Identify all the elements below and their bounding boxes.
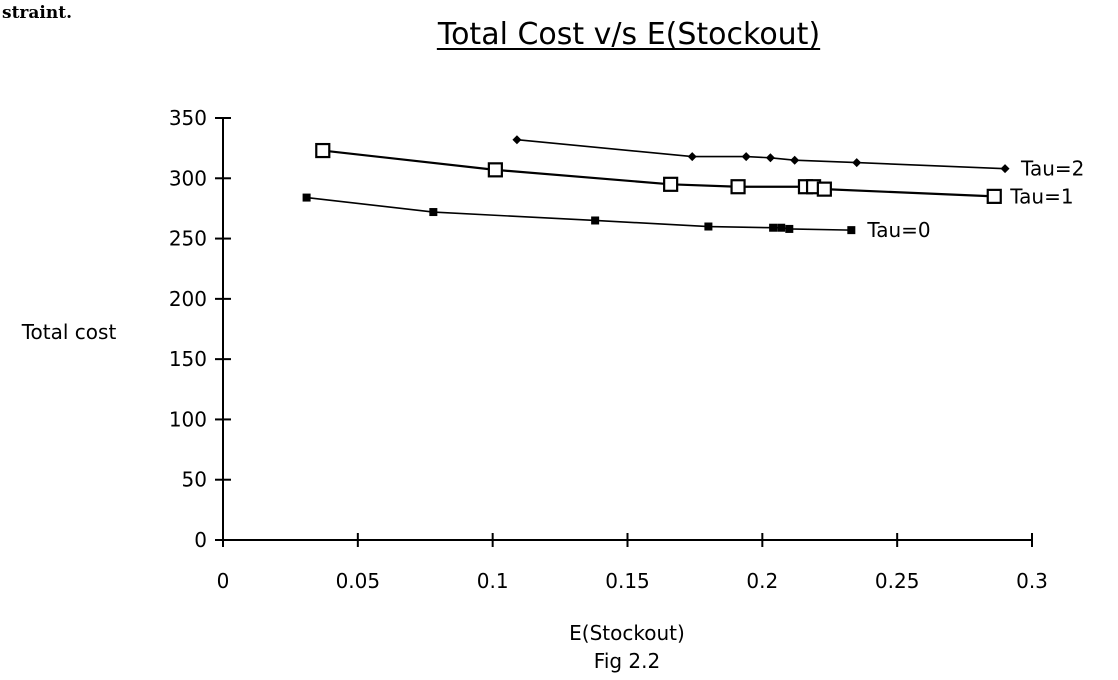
x-tick-label: 0.25 xyxy=(875,569,920,593)
y-tick-label: 0 xyxy=(194,528,207,552)
data-point-tau-2 xyxy=(765,153,775,163)
x-axis-label: E(Stockout) xyxy=(569,621,685,645)
data-point-tau-2 xyxy=(687,152,697,162)
x-tick-label: 0 xyxy=(217,569,230,593)
y-tick-label: 50 xyxy=(182,468,207,492)
series-label-tau-1: Tau=1 xyxy=(1009,184,1073,208)
x-tick-label: 0.15 xyxy=(605,569,650,593)
data-point-tau-2 xyxy=(741,152,751,162)
y-tick-label: 250 xyxy=(169,227,207,251)
data-point-tau-0 xyxy=(785,224,794,233)
chart-title: Total Cost v/s E(Stockout) xyxy=(437,17,820,52)
y-tick-label: 100 xyxy=(169,407,207,431)
series-line-tau-2 xyxy=(516,138,1006,170)
series-label-tau-0: Tau=0 xyxy=(866,218,930,242)
data-point-tau-0 xyxy=(847,226,856,235)
data-point-tau-0 xyxy=(591,216,600,225)
data-point-tau-1 xyxy=(315,142,331,159)
data-point-tau-0 xyxy=(777,223,786,232)
x-tick-label: 0.3 xyxy=(1016,569,1048,593)
data-point-tau-2 xyxy=(1000,164,1010,174)
data-point-tau-0 xyxy=(302,193,311,202)
data-point-tau-0 xyxy=(769,223,778,232)
y-tick-label: 350 xyxy=(169,106,207,130)
series-line-tau-1 xyxy=(322,149,995,198)
page-fragment-text: straint. xyxy=(2,3,72,23)
x-tick-label: 0.05 xyxy=(336,569,381,593)
x-tick-label: 0.1 xyxy=(477,569,509,593)
data-point-tau-2 xyxy=(790,155,800,165)
chart-axes: 0 0.05 0.1 0.15 0.2 0.25 0.3 0 50 100 150 200 250 300… xyxy=(169,106,1048,593)
chart-plot-area: Tau=2 Tau=1 Tau=0 xyxy=(302,135,1084,242)
y-axis-label: Total cost xyxy=(21,320,117,344)
series-label-tau-2: Tau=2 xyxy=(1020,157,1084,181)
data-point-tau-1 xyxy=(986,188,1002,204)
y-tick-label: 200 xyxy=(169,287,207,311)
figure-caption: Fig 2.2 xyxy=(594,649,660,673)
data-point-tau-0 xyxy=(704,222,713,231)
data-point-tau-2 xyxy=(852,158,862,168)
y-tick-label: 150 xyxy=(169,347,207,371)
x-tick-label: 0.2 xyxy=(746,569,778,593)
data-point-tau-1 xyxy=(816,181,832,197)
data-point-tau-1 xyxy=(730,179,746,195)
data-point-tau-0 xyxy=(429,208,438,217)
data-point-tau-1 xyxy=(663,176,679,192)
data-point-tau-1 xyxy=(487,162,503,178)
y-tick-label: 300 xyxy=(169,166,207,190)
data-point-tau-2 xyxy=(512,135,522,145)
